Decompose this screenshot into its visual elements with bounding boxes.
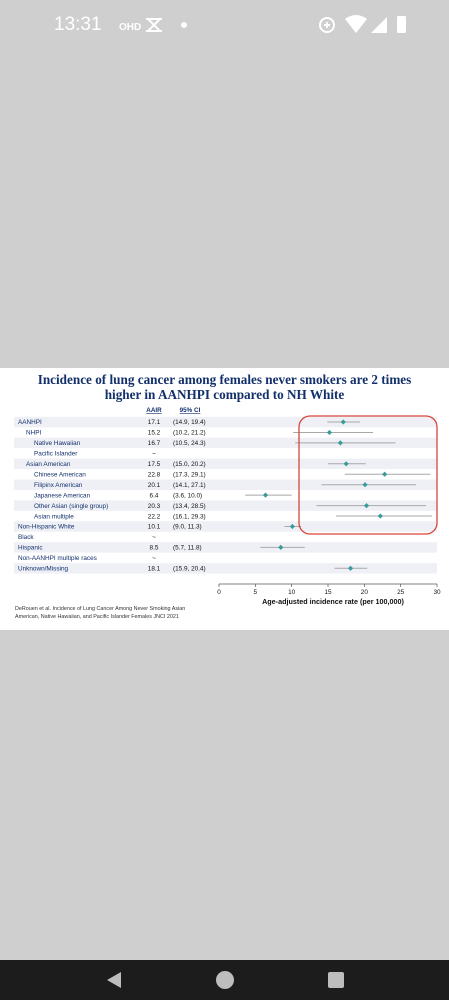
row-ci: (14.1, 27.1) bbox=[173, 482, 206, 489]
row-ci: (15.9, 20.4) bbox=[173, 566, 206, 573]
row-shade bbox=[14, 458, 437, 470]
row-aair: ~ bbox=[152, 534, 156, 541]
row-aair: 17.1 bbox=[148, 419, 161, 426]
estimate-marker bbox=[362, 482, 368, 488]
battery-icon bbox=[397, 16, 406, 33]
row-aair: 18.1 bbox=[148, 566, 161, 573]
row-ci: (10.5, 24.3) bbox=[173, 440, 206, 447]
status-time: 13:31 bbox=[54, 14, 102, 35]
x-axis-label: Age-adjusted incidence rate (per 100,000… bbox=[262, 597, 404, 606]
row-label: Asian American bbox=[26, 461, 71, 468]
row-ci: (14.9, 19.4) bbox=[173, 419, 206, 426]
row-aair: 22.8 bbox=[148, 471, 161, 478]
row-aair: 22.2 bbox=[148, 513, 161, 520]
row-label: AANHPI bbox=[18, 419, 42, 426]
dot-icon bbox=[181, 22, 187, 28]
x-tick-label: 25 bbox=[397, 589, 405, 596]
slide-title-line2: higher in AANHPI compared to NH White bbox=[104, 386, 345, 402]
estimate-marker bbox=[363, 503, 370, 509]
row-aair: 10.1 bbox=[148, 524, 161, 531]
row-ci: (15.0, 20.2) bbox=[173, 461, 206, 468]
citation-line1: DeRouen et al. Incidence of Lung Cancer … bbox=[15, 606, 186, 612]
forest-plot: AAIR 95% CI AANHPI 17.1 (14.9, 19.4) NHPI 15… bbox=[14, 407, 441, 606]
x-tick-label: 20 bbox=[361, 589, 369, 596]
row-label: Chinese American bbox=[34, 471, 86, 478]
row-label: Other Asian (single group) bbox=[34, 503, 108, 510]
estimate-marker bbox=[347, 565, 354, 571]
estimate-marker bbox=[382, 471, 388, 477]
row-shade bbox=[14, 521, 437, 532]
row-aair: ~ bbox=[152, 555, 156, 562]
data-saver-icon bbox=[319, 17, 335, 33]
recents-button[interactable] bbox=[328, 972, 344, 988]
x-tick-label: 0 bbox=[217, 589, 221, 596]
home-button[interactable] bbox=[216, 971, 234, 989]
estimate-marker bbox=[262, 492, 269, 498]
x-tick-label: 5 bbox=[254, 589, 258, 596]
row-aair: 8.5 bbox=[150, 545, 159, 552]
ohd-icon: OHD bbox=[119, 22, 141, 33]
estimate-marker bbox=[326, 429, 333, 436]
row-shade bbox=[14, 437, 437, 449]
row-ci: (5.7, 11.8) bbox=[173, 545, 202, 552]
row-ci: (3.6, 10.0) bbox=[173, 492, 202, 499]
row-aair: 15.2 bbox=[148, 430, 161, 437]
wifi-icon bbox=[345, 15, 367, 33]
row-aair: 17.5 bbox=[148, 461, 161, 468]
row-shade bbox=[14, 479, 437, 490]
row-label: Filipinx American bbox=[34, 482, 83, 489]
row-label: NHPI bbox=[26, 430, 41, 437]
row-label: Asian multiple bbox=[34, 513, 74, 520]
row-ci: (10.2, 21.2) bbox=[173, 430, 206, 437]
row-aair: 6.4 bbox=[150, 492, 159, 499]
row-aair: 20.3 bbox=[148, 503, 161, 510]
row-ci: (9.0, 11.3) bbox=[173, 524, 202, 531]
row-aair: 20.1 bbox=[148, 482, 161, 489]
x-tick-label: 30 bbox=[433, 589, 441, 596]
signal-icon bbox=[371, 17, 387, 33]
row-shade bbox=[14, 563, 437, 574]
row-shade bbox=[14, 416, 437, 428]
slide-title-line1: Incidence of lung cancer among females n… bbox=[37, 372, 412, 387]
row-label: Black bbox=[18, 534, 34, 541]
estimate-marker bbox=[289, 523, 295, 530]
row-label: Pacific Islander bbox=[34, 451, 78, 458]
capcut-icon bbox=[146, 18, 162, 32]
row-ci: (16.1, 29.3) bbox=[173, 513, 206, 520]
row-label: Unknown/Missing bbox=[18, 566, 69, 573]
status-bar: 13:31 OHD bbox=[0, 0, 449, 52]
x-tick-label: 10 bbox=[288, 589, 296, 596]
row-aair: 16.7 bbox=[148, 440, 161, 447]
row-aair: ~ bbox=[152, 451, 156, 458]
estimate-marker bbox=[377, 513, 383, 519]
row-label: Hispanic bbox=[18, 545, 43, 552]
estimate-marker bbox=[340, 419, 346, 425]
navigation-bar bbox=[0, 960, 449, 1000]
slide-title: Incidence of lung cancer among females n… bbox=[0, 372, 449, 402]
citation-line2: American, Native Hawaiian, and Pacific I… bbox=[15, 613, 179, 620]
row-shade bbox=[14, 500, 437, 511]
row-shade bbox=[14, 542, 437, 553]
x-tick-label: 15 bbox=[324, 589, 332, 596]
row-label: Non-Hispanic White bbox=[18, 524, 75, 531]
slide: Incidence of lung cancer among females n… bbox=[0, 368, 449, 630]
row-label: Japanese American bbox=[34, 492, 91, 499]
back-button[interactable] bbox=[107, 972, 121, 988]
row-ci: (17.3, 29.1) bbox=[173, 471, 206, 478]
highlight-box bbox=[298, 415, 438, 535]
row-label: Non-AANHPI multiple races bbox=[18, 555, 97, 562]
citation: DeRouen et al. Incidence of Lung Cancer … bbox=[15, 606, 185, 621]
row-ci: (13.4, 28.5) bbox=[173, 503, 206, 510]
column-header-aair: AAIR bbox=[146, 407, 162, 414]
column-header-ci: 95% CI bbox=[180, 407, 201, 414]
row-label: Native Hawaiian bbox=[34, 440, 81, 447]
status-icons: OHD bbox=[119, 15, 406, 33]
